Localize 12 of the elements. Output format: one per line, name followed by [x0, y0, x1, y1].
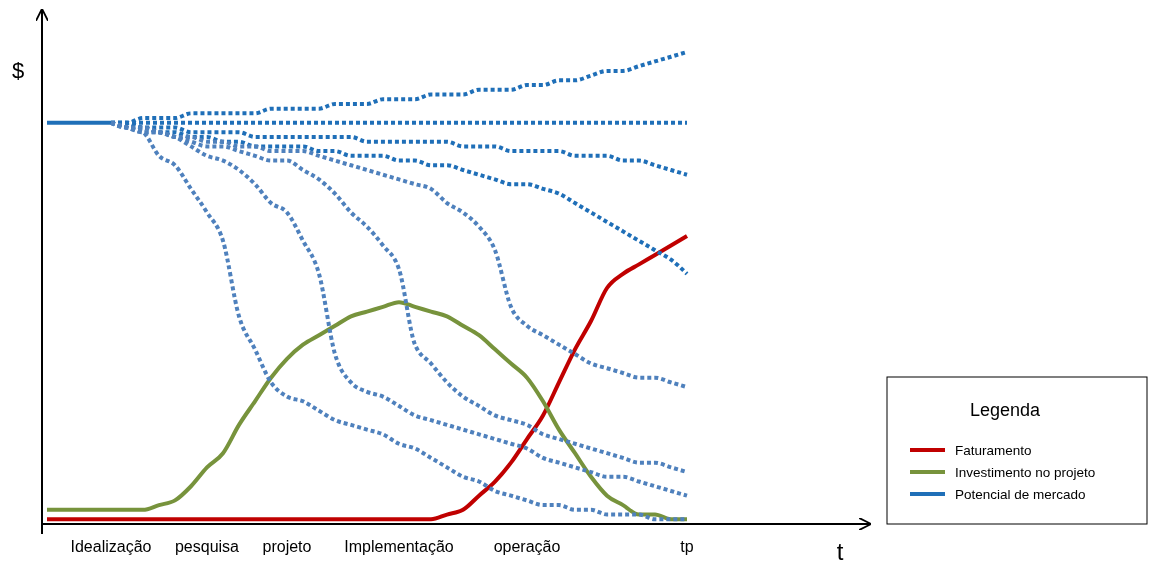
y-axis-title: $ [11, 58, 25, 83]
legend-label: Investimento no projeto [955, 465, 1096, 480]
x-tick-label: projeto [262, 538, 312, 555]
legend-title: Legenda [969, 400, 1042, 420]
x-tick-label: Idealização [70, 538, 152, 555]
x-tick-label: pesquisa [174, 538, 240, 555]
x-tick-label: tp [680, 538, 694, 555]
text: t [836, 538, 844, 565]
x-tick-label: Implementação [344, 538, 454, 555]
x-tick-label: operação [493, 538, 561, 555]
legend-label: Potencial de mercado [955, 487, 1086, 502]
legend-label: Faturamento [955, 443, 1032, 458]
